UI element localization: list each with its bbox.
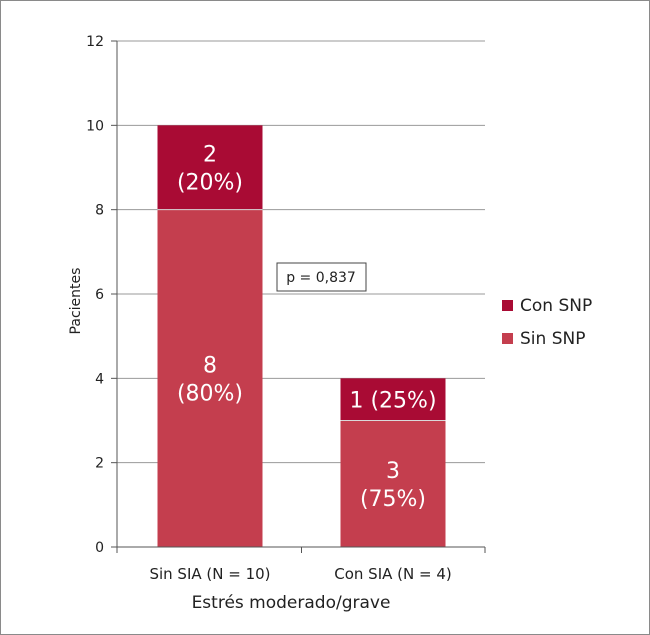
p-value-annotation: p = 0,837 (276, 262, 367, 292)
data-label: 3 (386, 459, 400, 484)
data-label: (20%) (177, 171, 243, 196)
x-category-label: Con SIA (N = 4) (334, 565, 451, 583)
bar-labels: 8 (80%) 2 (20%) 3 (75%) 1 (25%) (177, 143, 437, 512)
bars (157, 125, 446, 547)
bar-segment (157, 125, 263, 210)
legend-label: Con SNP (520, 296, 592, 316)
y-axis: 0 2 4 6 8 10 12 (86, 34, 118, 556)
p-value-box (276, 262, 367, 292)
x-axis-title: Estrés moderado/grave (192, 593, 391, 613)
legend-swatch (502, 333, 513, 344)
legend-label: Sin SNP (520, 329, 585, 349)
data-label: (80%) (177, 381, 243, 406)
y-tick-label: 12 (86, 34, 104, 50)
legend-swatch (502, 300, 513, 311)
bar-segment (157, 209, 263, 547)
data-label: 1 (25%) (349, 388, 436, 413)
y-tick-label: 0 (95, 540, 104, 556)
data-label: 8 (203, 353, 217, 378)
y-tick-label: 4 (95, 371, 104, 387)
y-tick-label: 6 (95, 287, 104, 303)
bar-segment (340, 420, 446, 547)
x-category-label: Sin SIA (N = 10) (149, 565, 270, 583)
legend: Con SNP Sin SNP (502, 296, 592, 349)
y-tick-label: 2 (95, 456, 104, 472)
x-axis: Sin SIA (N = 10) Con SIA (N = 4) (116, 546, 486, 583)
y-tick-label: 8 (95, 203, 104, 219)
data-label: 2 (203, 143, 217, 168)
bar-segment (340, 378, 446, 421)
y-axis-title: Pacientes (68, 268, 84, 335)
y-tick-label: 10 (86, 118, 104, 134)
data-label: (75%) (360, 487, 426, 512)
p-value-text: p = 0,837 (286, 270, 356, 286)
